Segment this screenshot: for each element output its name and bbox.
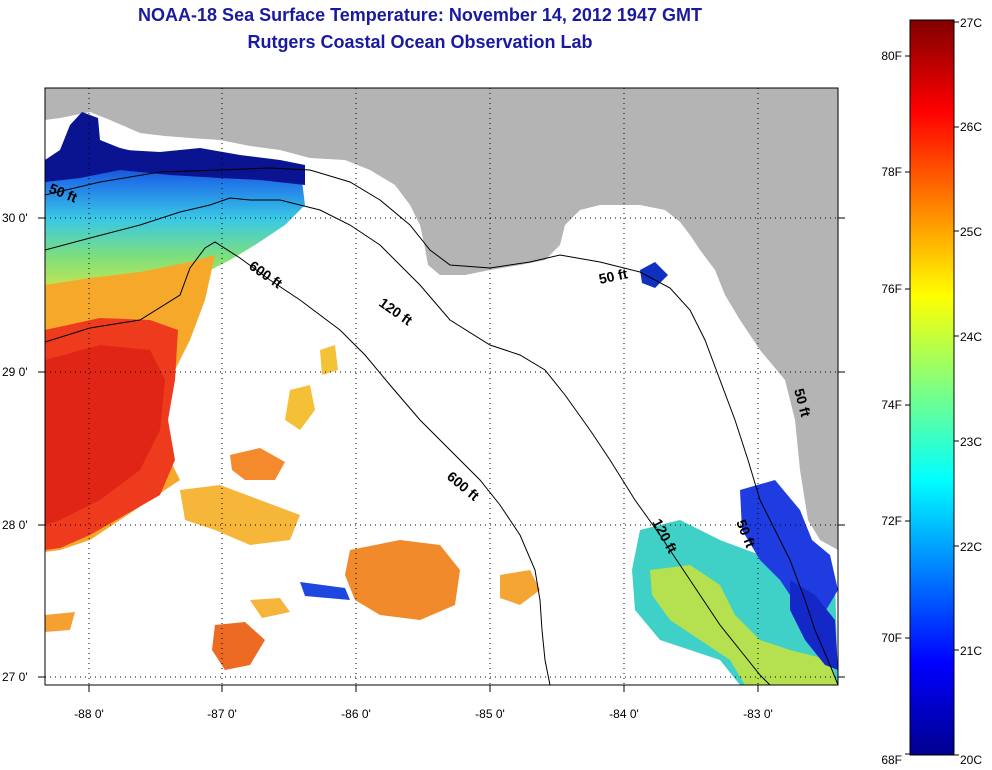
sst-se-coastal-cold [740, 480, 838, 620]
colorbar-fahrenheit-label: 78F [881, 165, 902, 179]
lat-tick-label: 28 0' [2, 518, 28, 532]
colorbar-celsius-label: 23C [960, 435, 982, 449]
tick-marks [38, 217, 845, 692]
lat-tick-label: 29 0' [2, 365, 28, 379]
colorbar-celsius-label: 26C [960, 120, 982, 134]
lon-tick-label: -84 0' [609, 707, 639, 721]
contour-50ft [45, 167, 838, 685]
colorbar-fahrenheit-label: 76F [881, 282, 902, 296]
sst-patch-1 [230, 448, 285, 480]
contour-label-50ft: 50 ft [597, 265, 629, 287]
sst-patch-4 [285, 385, 315, 430]
colorbar-celsius-label: 24C [960, 330, 982, 344]
colorbar-celsius-label: 21C [960, 644, 982, 658]
sst-patch-5 [212, 622, 265, 670]
lon-tick-label: -85 0' [475, 707, 505, 721]
sst-patch-2 [180, 485, 300, 545]
colorbar-fahrenheit-label: 70F [881, 631, 902, 645]
sst-patch-3 [345, 540, 460, 620]
colorbar-fahrenheit-label: 74F [881, 398, 902, 412]
lat-tick-label: 30 0' [2, 211, 28, 225]
lon-tick-label: -88 0' [74, 707, 104, 721]
sst-west-hot-core [45, 345, 165, 525]
map-subtitle: Rutgers Coastal Ocean Observation Lab [247, 32, 593, 52]
colorbar-fahrenheit-label: 72F [881, 514, 902, 528]
lon-tick-label: -86 0' [341, 707, 371, 721]
sst-se-far-cold [790, 580, 838, 670]
sst-patch-7 [320, 345, 338, 375]
colorbar-celsius-label: 22C [960, 540, 982, 554]
sst-nw-shelf-band [45, 148, 305, 305]
lat-tick-label: 27 0' [2, 670, 28, 684]
sst-cold-strip-south [300, 582, 350, 600]
lon-tick-label: -83 0' [743, 707, 773, 721]
colorbar-celsius-label: 25C [960, 225, 982, 239]
sst-patch-9 [250, 598, 290, 618]
colorbar [909, 19, 955, 756]
bathymetry-contours [45, 167, 838, 685]
colorbar-ticks [905, 21, 959, 756]
map-title: NOAA-18 Sea Surface Temperature: Novembe… [138, 5, 702, 25]
sst-patch-6 [500, 570, 540, 605]
colorbar-fahrenheit-label: 80F [881, 49, 902, 63]
sst-patch-8 [45, 612, 75, 632]
contour-600ft [45, 241, 551, 685]
colorbar-celsius-label: 27C [960, 16, 982, 30]
lon-tick-label: -87 0' [207, 707, 237, 721]
sst-nw-bay-cold [45, 112, 305, 185]
graticule [45, 88, 838, 685]
sst-cold-spot-50ft [640, 262, 668, 288]
map-frame [44, 87, 839, 686]
colorbar-celsius-label: 20C [960, 753, 982, 767]
contour-120ft [45, 197, 771, 685]
colorbar-fahrenheit-label: 68F [881, 753, 902, 767]
sst-se-warm-strip [650, 565, 838, 685]
contour-label-50ft: 50 ft [791, 387, 814, 419]
land-northern-coast [45, 88, 838, 550]
